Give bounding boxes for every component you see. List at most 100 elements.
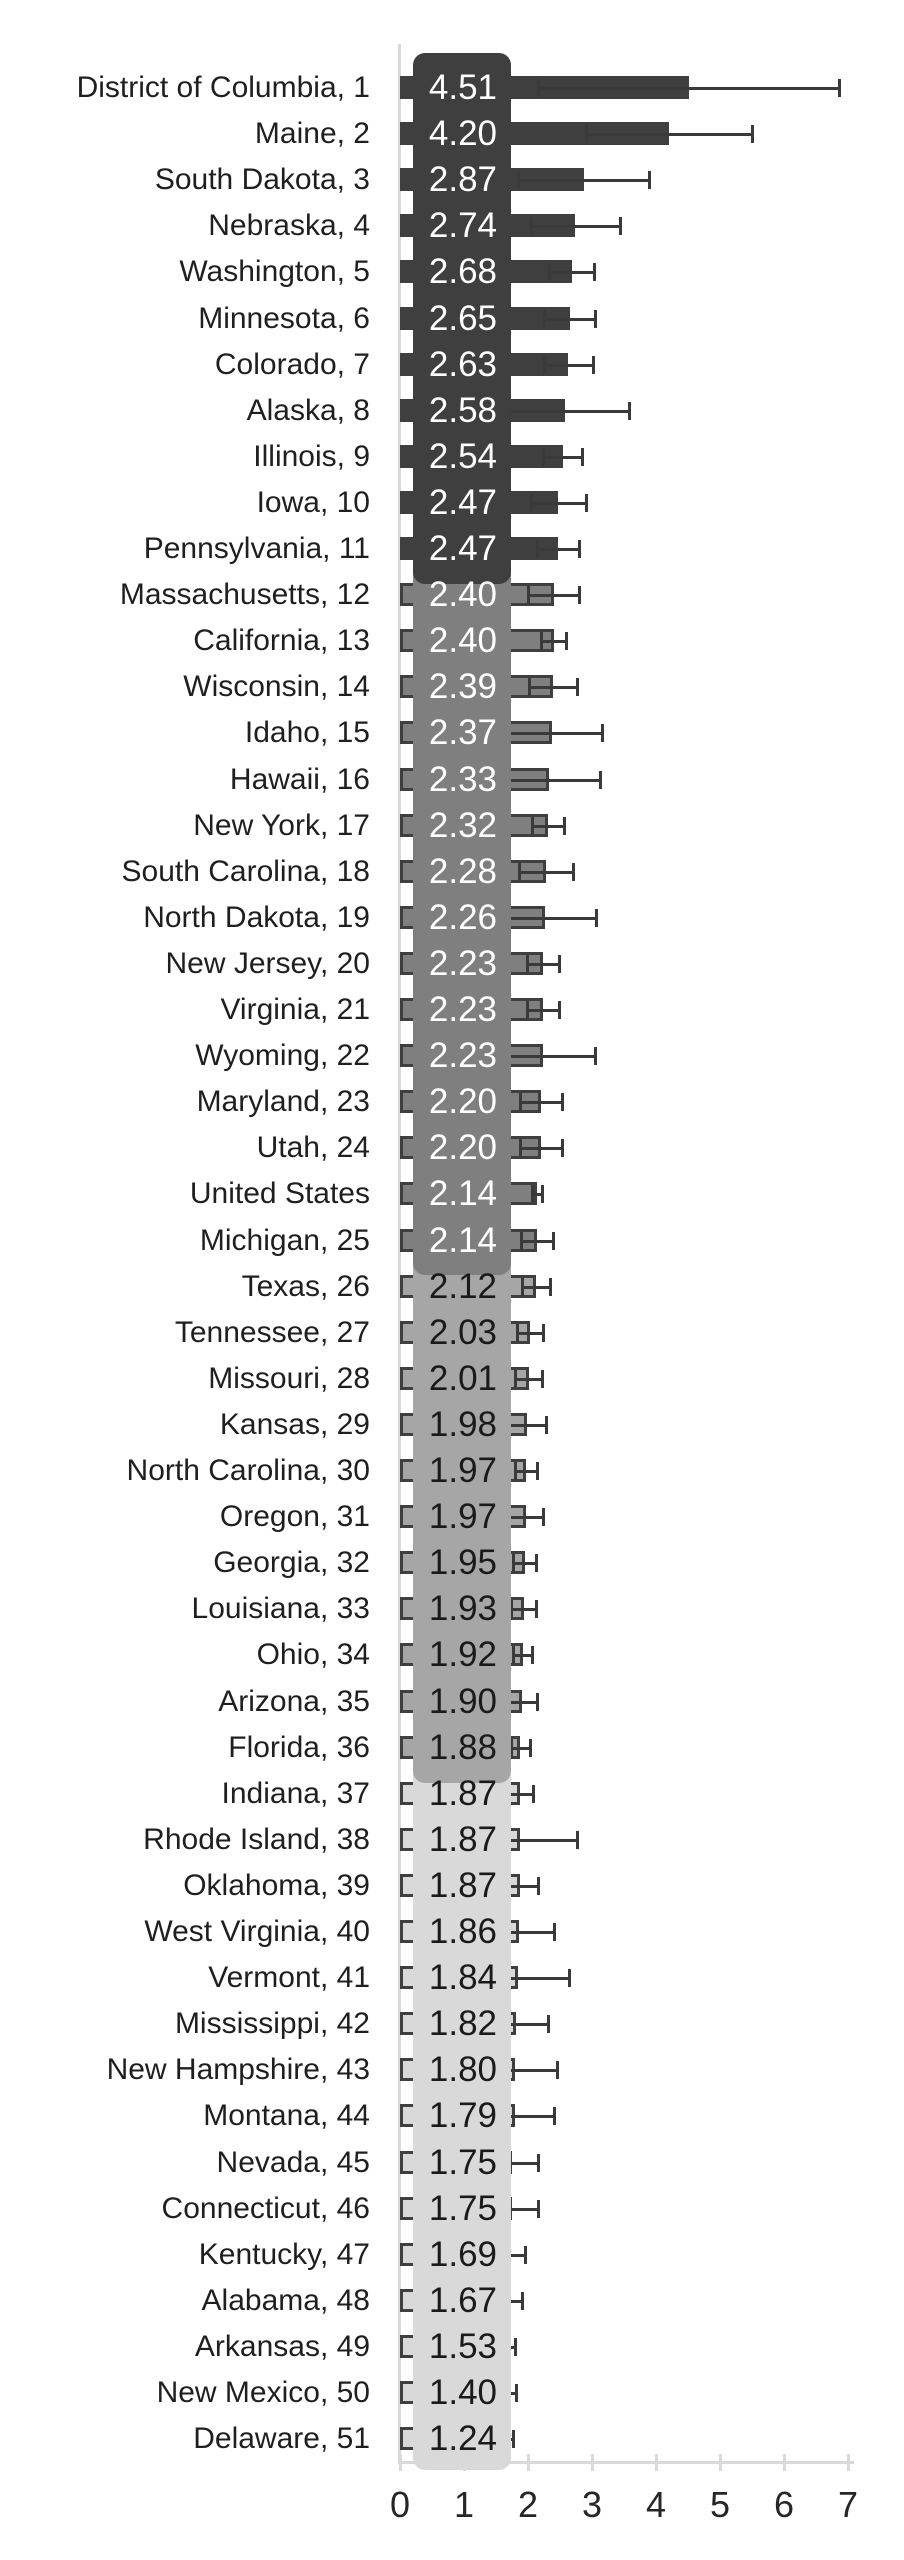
value-label: 2.65 bbox=[428, 298, 497, 338]
error-bar-cap-high bbox=[580, 447, 584, 466]
category-label: Maine, 2 bbox=[254, 117, 370, 151]
error-bar-cap-low bbox=[537, 79, 541, 97]
error-bar-line bbox=[507, 1423, 546, 1427]
error-bar-cap-high bbox=[514, 2337, 518, 2356]
error-bar-line bbox=[513, 1562, 537, 1566]
value-label: 2.47 bbox=[428, 529, 497, 568]
x-axis-tick bbox=[847, 2454, 850, 2471]
value-label: 1.97 bbox=[428, 1451, 497, 1490]
error-bar-cap-high bbox=[535, 1692, 539, 1711]
error-bar-line bbox=[506, 1792, 534, 1796]
x-axis-tick bbox=[399, 2454, 402, 2471]
error-bar-cap-high bbox=[594, 309, 598, 328]
x-axis-tick-label: 2 bbox=[517, 2484, 539, 2525]
x-axis-line bbox=[398, 2461, 854, 2464]
error-bar-line bbox=[515, 1377, 543, 1381]
error-bar-cap-low bbox=[514, 1462, 518, 1480]
error-bar-cap-high bbox=[553, 2107, 557, 2126]
category-label: Arkansas, 49 bbox=[194, 2329, 370, 2363]
value-label: 2.74 bbox=[428, 206, 497, 246]
error-bar-cap-high bbox=[535, 1600, 539, 1619]
error-bar-cap-low bbox=[529, 217, 533, 236]
category-label: New Hampshire, 43 bbox=[106, 2053, 370, 2087]
error-bar-line bbox=[530, 225, 621, 229]
error-bar-cap-high bbox=[600, 724, 604, 743]
error-bar-line bbox=[506, 1700, 537, 1704]
error-bar-cap-high bbox=[557, 954, 561, 973]
error-bar-line bbox=[509, 1516, 543, 1520]
error-bar-cap-low bbox=[531, 816, 535, 835]
value-callout-box bbox=[413, 1746, 511, 2470]
error-bar-cap-low bbox=[539, 632, 543, 651]
value-label: 1.82 bbox=[428, 2004, 497, 2044]
error-bar-line bbox=[536, 548, 580, 551]
error-bar-line bbox=[531, 1193, 543, 1197]
error-bar-cap-low bbox=[514, 1369, 518, 1388]
error-bar-cap-low bbox=[584, 125, 588, 144]
category-label: Delaware, 51 bbox=[193, 2422, 370, 2456]
category-label: Texas, 26 bbox=[241, 1269, 370, 1303]
error-bar-line bbox=[520, 1239, 553, 1243]
error-bar-cap-low bbox=[527, 586, 530, 605]
error-bar-line bbox=[538, 87, 840, 90]
category-label: Florida, 36 bbox=[228, 1730, 370, 1764]
error-bar-line bbox=[528, 594, 580, 598]
category-label: Vermont, 41 bbox=[208, 1961, 370, 1995]
category-label: Wisconsin, 14 bbox=[183, 670, 370, 704]
category-label: Maryland, 23 bbox=[196, 1085, 370, 1119]
category-label: New Jersey, 20 bbox=[165, 946, 370, 980]
error-bar-cap-high bbox=[578, 540, 582, 558]
category-label: Oklahoma, 39 bbox=[183, 1868, 370, 1902]
error-bar-line bbox=[490, 1055, 596, 1059]
error-bar-cap-high bbox=[535, 1554, 539, 1573]
category-label: Iowa, 10 bbox=[256, 485, 370, 519]
error-bar-cap-low bbox=[520, 1277, 524, 1296]
x-axis-tick-label: 3 bbox=[581, 2484, 603, 2525]
error-bar-cap-high bbox=[838, 79, 842, 97]
error-bar-line bbox=[484, 2023, 549, 2027]
value-label: 1.93 bbox=[428, 1589, 497, 1629]
value-label: 4.51 bbox=[428, 68, 497, 107]
category-label: Nebraska, 4 bbox=[208, 209, 370, 243]
error-bar-cap-low bbox=[518, 1093, 522, 1112]
category-label: Connecticut, 46 bbox=[161, 2191, 370, 2225]
category-label: California, 13 bbox=[193, 624, 370, 658]
error-bar-cap-high bbox=[515, 2384, 519, 2402]
error-bar-cap-high bbox=[571, 862, 575, 881]
error-bar-cap-high bbox=[528, 1738, 532, 1757]
value-label: 2.37 bbox=[428, 713, 497, 753]
value-callout-box bbox=[413, 548, 511, 1276]
category-label: Arizona, 35 bbox=[218, 1684, 370, 1718]
error-bar-line bbox=[513, 1654, 533, 1658]
category-label: Illinois, 9 bbox=[253, 439, 370, 473]
error-bar-cap-high bbox=[535, 1462, 539, 1480]
category-label: Utah, 24 bbox=[256, 1131, 370, 1165]
error-bar-cap-high bbox=[555, 2061, 559, 2080]
error-bar-cap-high bbox=[541, 1508, 545, 1527]
error-bar-cap-high bbox=[557, 1001, 561, 1019]
error-bar-cap-high bbox=[537, 2199, 541, 2218]
category-label: Wyoming, 22 bbox=[195, 1039, 370, 1073]
value-label: 2.23 bbox=[428, 1036, 497, 1076]
value-callout-box bbox=[413, 1239, 511, 1783]
error-bar-line bbox=[540, 640, 567, 644]
error-bar-cap-high bbox=[565, 632, 569, 651]
y-axis-line bbox=[398, 44, 401, 2464]
value-label: 1.40 bbox=[428, 2373, 497, 2412]
value-label: 2.26 bbox=[428, 897, 497, 937]
error-bar-cap-high bbox=[576, 1830, 580, 1849]
error-bar-line bbox=[526, 1009, 559, 1012]
category-label: Massachusetts, 12 bbox=[119, 578, 370, 612]
value-label: 2.87 bbox=[428, 160, 497, 200]
category-label: Indiana, 37 bbox=[221, 1776, 370, 1810]
error-bar-line bbox=[497, 778, 601, 782]
category-label: Nevada, 45 bbox=[216, 2145, 370, 2179]
error-bar-cap-low bbox=[529, 493, 533, 512]
value-label: 1.88 bbox=[428, 1727, 497, 1767]
x-axis-tick-label: 6 bbox=[773, 2484, 795, 2525]
error-bar-cap-high bbox=[594, 908, 598, 927]
value-label: 1.90 bbox=[428, 1681, 497, 1721]
error-bar-cap-low bbox=[525, 954, 529, 973]
error-bar-cap-low bbox=[542, 447, 546, 466]
